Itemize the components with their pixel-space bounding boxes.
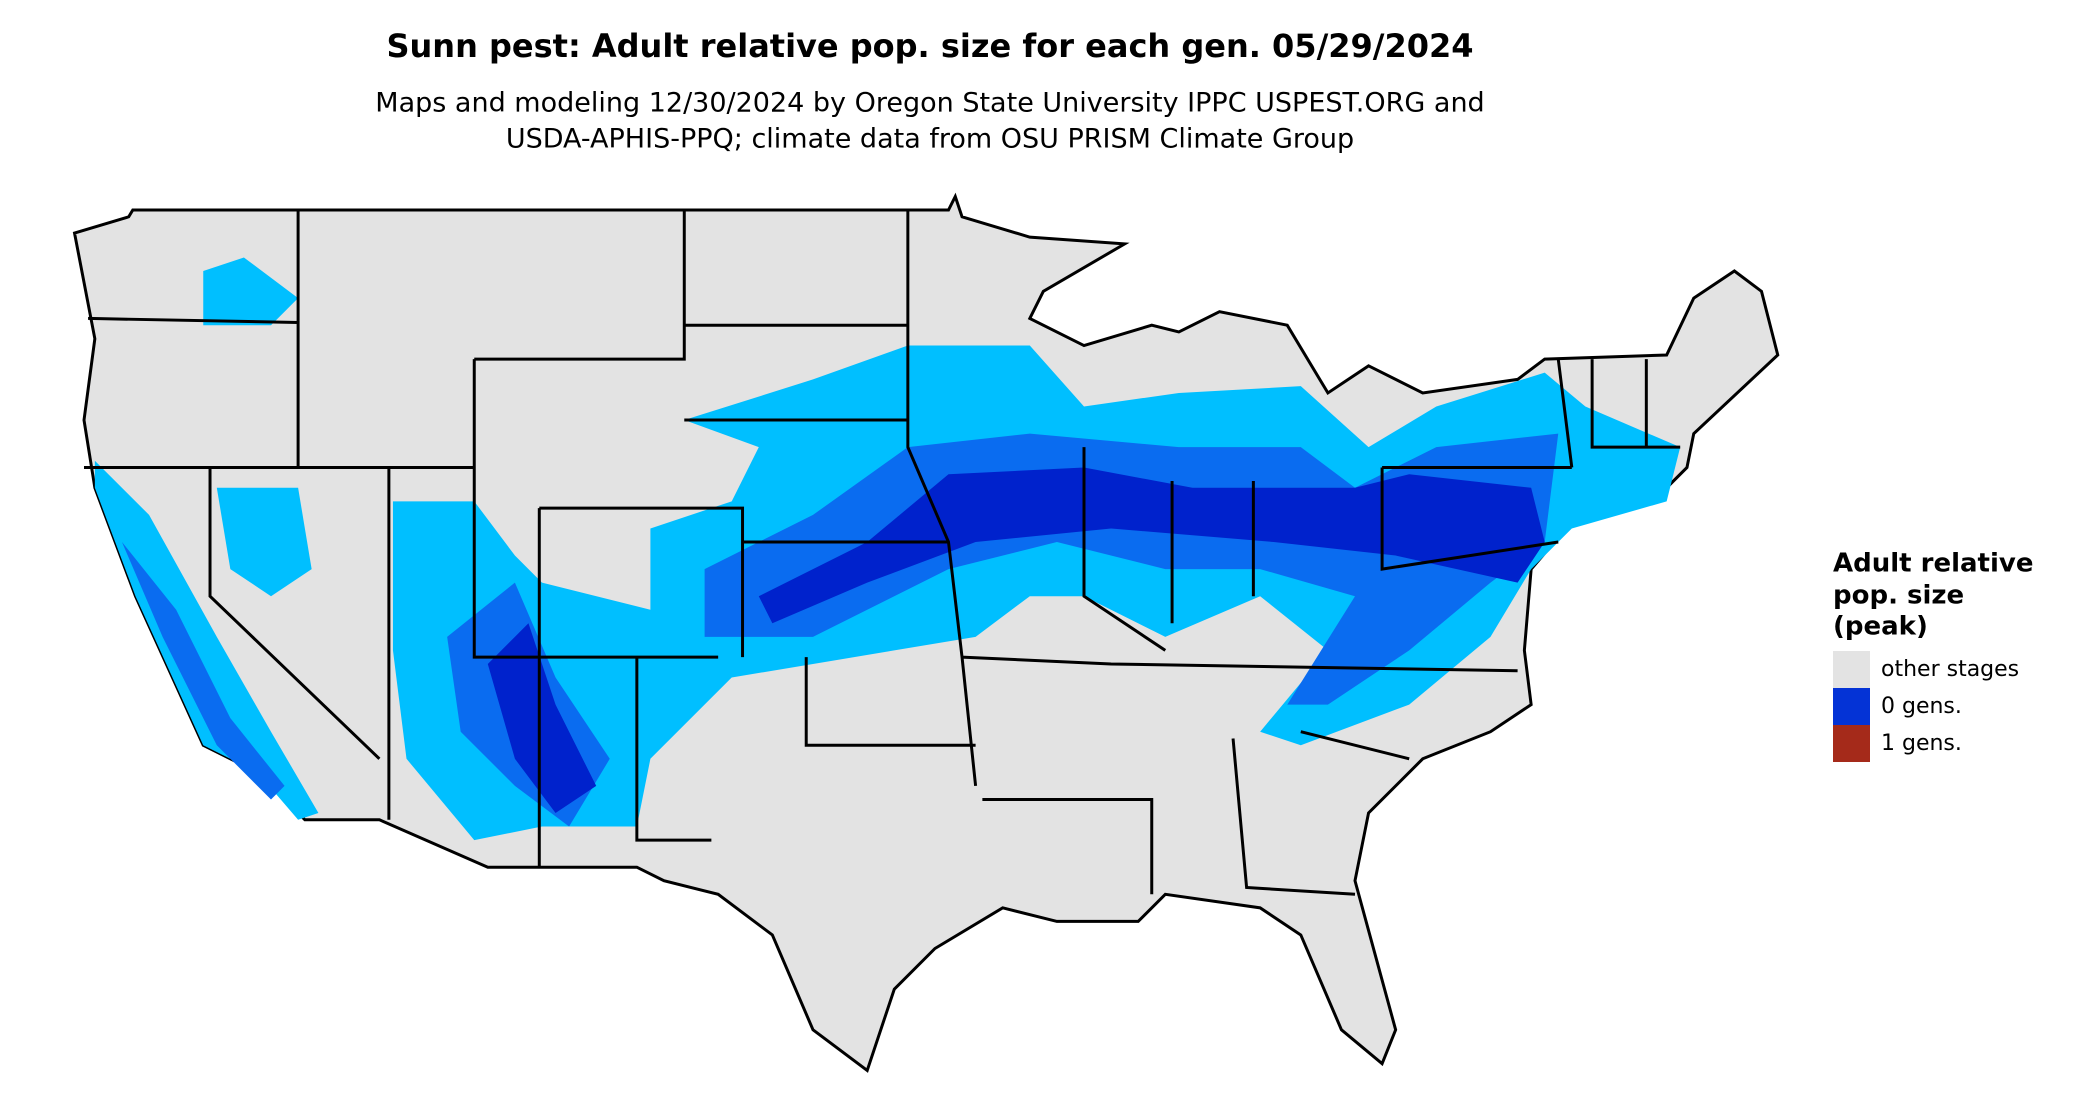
pest-area-light bbox=[94, 257, 1681, 841]
legend-label: 1 gens. bbox=[1881, 731, 1962, 756]
legend-title: pop. size bbox=[1833, 581, 1964, 611]
legend-swatch bbox=[1833, 725, 1870, 762]
legend-label: other stages bbox=[1881, 657, 2019, 682]
state-borders bbox=[84, 210, 1681, 896]
pest-area-dark bbox=[487, 467, 1545, 813]
legend-title: (peak) bbox=[1833, 612, 1928, 642]
legend-label: 0 gens. bbox=[1881, 694, 1962, 719]
map-subtitle: USDA-APHIS-PPQ; climate data from OSU PR… bbox=[506, 124, 1354, 155]
legend-title: Adult relative bbox=[1833, 549, 2033, 579]
map-subtitle: Maps and modeling 12/30/2024 by Oregon S… bbox=[375, 88, 1484, 119]
legend-swatch bbox=[1833, 651, 1870, 688]
legend: other stages 0 gens. 1 gens. bbox=[1833, 651, 2019, 762]
map-title: Sunn pest: Adult relative pop. size for … bbox=[386, 27, 1473, 65]
legend-swatch bbox=[1833, 688, 1870, 725]
us-map bbox=[72, 192, 1780, 1073]
